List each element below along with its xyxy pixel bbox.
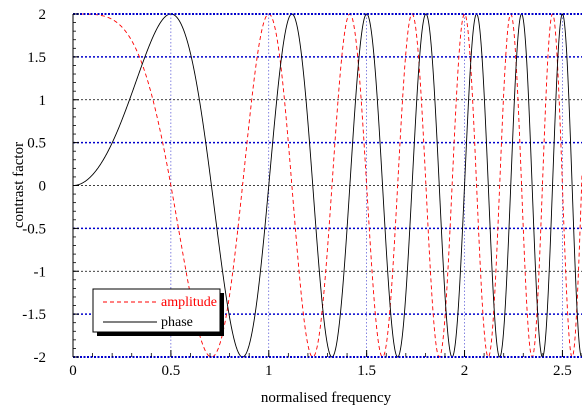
y-tick-label-0: -2 xyxy=(34,350,47,366)
y-tick-label-7: 1.5 xyxy=(27,50,46,66)
y-tick-label-3: -0.5 xyxy=(22,221,46,237)
y-tick-label-1: -1.5 xyxy=(22,307,46,323)
legend-label-phase: phase xyxy=(161,315,193,330)
y-tick-label-6: 1 xyxy=(39,93,47,109)
x-tick-label-3: 1.5 xyxy=(357,363,376,379)
series-layer xyxy=(73,13,582,358)
y-tick-label-5: 0.5 xyxy=(27,136,46,152)
y-tick-label-8: 2 xyxy=(39,7,47,23)
x-tick-label-1: 0.5 xyxy=(162,363,181,379)
y-tick-label-4: 0 xyxy=(39,179,47,195)
x-axis-title: normalised frequency xyxy=(261,390,392,406)
legend-label-amplitude: amplitude xyxy=(161,295,217,310)
legend: amplitude phase xyxy=(92,288,224,336)
series-line-amplitude xyxy=(73,13,582,358)
series-line-phase xyxy=(73,13,582,358)
x-tick-label-4: 2 xyxy=(461,363,469,379)
y-axis-title: contrast factor xyxy=(11,142,27,228)
y-tick-label-2: -1 xyxy=(34,264,47,280)
x-tick-label-2: 1 xyxy=(265,363,273,379)
x-tick-label-0: 0 xyxy=(69,363,77,379)
ticks-layer: -2 -1.5 -1 -0.5 0 0.5 1 1.5 2 0 0.5 1 1.5 2 2.5 xyxy=(22,7,582,379)
x-tick-label-5: 2.5 xyxy=(553,363,572,379)
legend-box xyxy=(92,288,221,333)
